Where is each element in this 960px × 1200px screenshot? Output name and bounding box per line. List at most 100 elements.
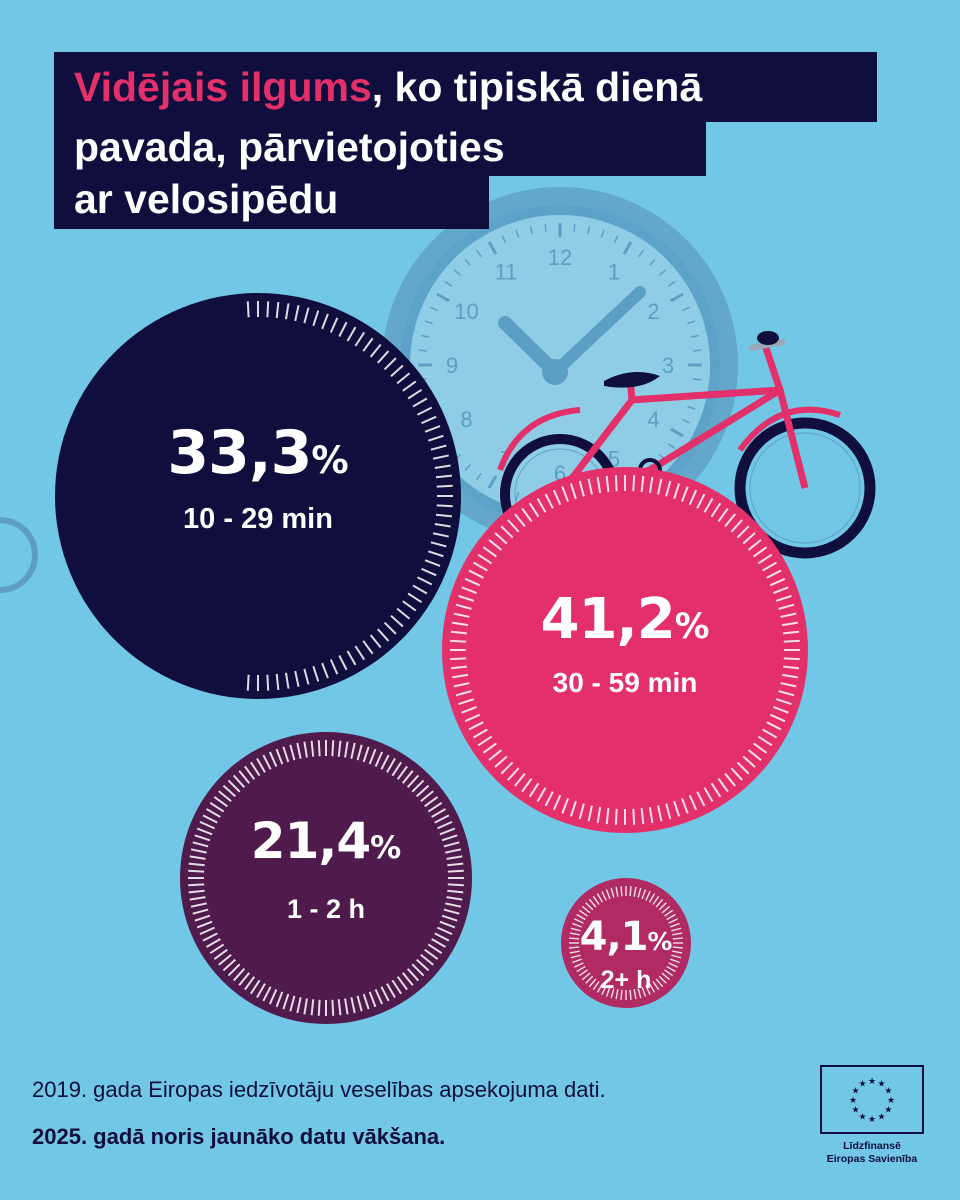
tick-mark	[641, 889, 647, 900]
eu-star-icon: ★	[868, 1077, 876, 1087]
tick-mark	[464, 577, 481, 587]
tick-mark	[652, 981, 660, 991]
tick-mark	[458, 594, 475, 602]
tick-mark	[605, 889, 611, 900]
tick-mark	[346, 650, 357, 666]
tick-mark	[780, 682, 797, 688]
tick-mark	[724, 513, 736, 528]
tick-mark	[439, 920, 456, 929]
clock-tick	[600, 229, 605, 238]
tick-mark	[205, 808, 221, 818]
tick-mark	[775, 698, 792, 706]
tick-mark	[453, 612, 470, 618]
tick-mark	[312, 665, 320, 682]
tick-mark	[569, 800, 577, 817]
tick-mark	[472, 561, 488, 572]
tick-mark	[350, 997, 356, 1014]
tick-mark	[431, 808, 447, 818]
clock-number: 1	[608, 259, 620, 284]
tick-mark	[196, 827, 213, 836]
clock-tick	[501, 234, 507, 243]
eu-star-icon: ★	[852, 1106, 860, 1116]
tick-mark	[396, 372, 411, 385]
tick-mark	[521, 778, 533, 793]
tick-mark	[730, 519, 743, 533]
eu-label: Līdzfinansē Eiropas Savienība	[826, 1140, 918, 1165]
tick-mark	[648, 893, 656, 903]
tick-mark	[303, 668, 310, 685]
title-line-2: pavada, pārvietojoties	[54, 121, 706, 176]
tick-mark	[380, 986, 390, 1002]
bubble-ticks	[569, 886, 683, 1000]
tick-mark	[730, 767, 743, 781]
tick-mark	[189, 855, 206, 860]
tick-mark	[246, 301, 250, 318]
tick-mark	[528, 782, 540, 798]
tick-mark	[574, 918, 584, 924]
clock-tick	[659, 269, 667, 276]
tick-mark	[681, 798, 689, 814]
tick-mark	[256, 983, 266, 999]
tick-mark	[289, 995, 296, 1012]
tick-mark	[317, 999, 321, 1016]
tick-mark	[536, 497, 547, 513]
tick-mark	[356, 995, 363, 1012]
tick-mark	[417, 576, 433, 586]
eu-star-icon: ★	[868, 1115, 876, 1125]
tick-mark	[592, 981, 600, 991]
tick-mark	[488, 539, 503, 551]
tick-mark	[648, 806, 654, 824]
tick-mark	[427, 434, 444, 442]
tick-mark	[648, 983, 656, 993]
tick-mark	[672, 950, 683, 954]
tick-mark	[362, 337, 374, 352]
tick-mark	[688, 794, 698, 811]
tick-mark	[778, 603, 795, 610]
tick-mark	[250, 979, 261, 995]
tick-mark	[596, 806, 602, 824]
clock-tick	[420, 334, 430, 338]
tick-mark	[256, 757, 266, 773]
tick-mark	[710, 782, 722, 798]
clock-tick	[670, 292, 684, 303]
tick-mark	[282, 746, 290, 763]
tick-mark	[757, 553, 773, 565]
tick-mark	[441, 834, 458, 842]
tick-mark	[574, 962, 584, 968]
clock-tick	[418, 349, 427, 352]
eu-star-icon: ★	[877, 1080, 885, 1090]
tick-mark	[194, 914, 211, 922]
tick-mark	[453, 682, 470, 688]
tick-mark	[769, 577, 786, 587]
clock-number: 9	[446, 353, 458, 378]
tick-mark	[188, 883, 205, 887]
clock-tick	[544, 223, 547, 232]
tick-mark	[614, 808, 618, 825]
tick-mark	[218, 953, 232, 966]
tick-mark	[402, 600, 417, 612]
clock-tick	[682, 306, 691, 312]
tick-mark	[629, 886, 632, 897]
clock-tick	[649, 258, 656, 266]
tick-mark	[753, 546, 768, 558]
tick-mark	[778, 690, 795, 697]
clock-tick	[573, 223, 576, 232]
tick-mark	[446, 855, 463, 860]
tick-mark	[445, 902, 462, 908]
tick-mark	[514, 513, 526, 528]
tick-mark	[544, 493, 554, 509]
tick-mark	[681, 486, 689, 502]
clock-tick	[436, 292, 450, 303]
tick-mark	[640, 475, 645, 492]
tick-mark	[696, 791, 706, 807]
tick-mark	[780, 612, 797, 618]
clock-tick	[487, 475, 498, 489]
clock-tick	[622, 241, 633, 255]
tick-mark	[570, 927, 581, 932]
tick-mark	[430, 541, 447, 548]
clock-number: 3	[662, 353, 674, 378]
tick-mark	[401, 770, 414, 784]
clock-tick	[690, 334, 700, 338]
tick-mark	[312, 310, 320, 327]
bubble-percentage: 21,4%	[250, 812, 402, 870]
